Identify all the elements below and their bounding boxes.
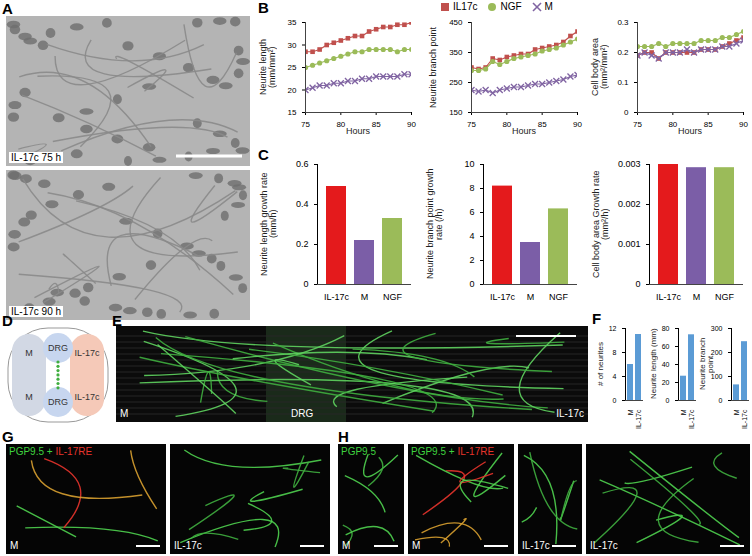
svg-text:15: 15 [288, 108, 297, 117]
svg-text:M: M [361, 292, 369, 302]
svg-text:85: 85 [538, 120, 547, 129]
svg-text:450: 450 [449, 18, 463, 27]
svg-text:IL-17c: IL-17c [635, 409, 642, 429]
svg-text:4: 4 [469, 231, 474, 241]
svg-text:200: 200 [711, 349, 723, 356]
svg-text:M: M [527, 292, 535, 302]
svg-text:300: 300 [711, 325, 723, 332]
svg-text:6: 6 [469, 207, 474, 217]
svg-text:0.6: 0.6 [296, 159, 309, 169]
svg-text:0: 0 [469, 279, 474, 289]
svg-text:0: 0 [613, 397, 617, 404]
svg-text:150: 150 [449, 108, 463, 117]
svg-text:80: 80 [662, 325, 670, 332]
svg-text:80: 80 [502, 120, 511, 129]
svg-text:80: 80 [668, 120, 677, 129]
svg-text:90: 90 [573, 120, 582, 129]
svg-text:IL-17c: IL-17c [688, 409, 695, 429]
svg-text:100: 100 [711, 373, 723, 380]
svg-text:0.3: 0.3 [617, 18, 629, 27]
svg-text:NGF: NGF [383, 292, 403, 302]
svg-text:20: 20 [662, 379, 670, 386]
svg-text:30: 30 [288, 41, 297, 50]
svg-text:0: 0 [666, 397, 670, 404]
svg-text:90: 90 [407, 120, 416, 129]
svg-text:NGF: NGF [549, 292, 569, 302]
svg-text:M: M [680, 409, 687, 415]
svg-text:IL-17c: IL-17c [74, 348, 100, 358]
svg-text:85: 85 [704, 120, 713, 129]
svg-text:0.002: 0.002 [618, 199, 641, 209]
svg-text:8: 8 [469, 183, 474, 193]
svg-text:M: M [25, 392, 33, 402]
svg-text:2: 2 [469, 255, 474, 265]
svg-text:DRG: DRG [48, 343, 68, 353]
svg-text:12: 12 [609, 325, 617, 332]
svg-text:350: 350 [449, 48, 463, 57]
svg-text:M: M [733, 409, 740, 415]
svg-text:0.001: 0.001 [618, 239, 641, 249]
svg-text:0.2: 0.2 [296, 239, 309, 249]
svg-text:250: 250 [449, 78, 463, 87]
svg-text:NGF: NGF [715, 292, 735, 302]
svg-text:IL-17c: IL-17c [490, 292, 516, 302]
svg-text:0.4: 0.4 [296, 199, 309, 209]
svg-text:0: 0 [719, 397, 723, 404]
svg-text:0.1: 0.1 [617, 78, 629, 87]
svg-text:10: 10 [464, 159, 474, 169]
svg-text:25: 25 [288, 63, 297, 72]
svg-text:75: 75 [301, 120, 310, 129]
svg-text:75: 75 [467, 120, 476, 129]
svg-text:80: 80 [336, 120, 345, 129]
svg-text:IL-17c: IL-17c [74, 392, 100, 402]
svg-text:75: 75 [633, 120, 642, 129]
svg-text:0: 0 [303, 279, 308, 289]
svg-text:M: M [627, 409, 634, 415]
svg-text:IL-17c: IL-17c [741, 409, 748, 429]
svg-text:0.2: 0.2 [617, 48, 629, 57]
svg-text:20: 20 [288, 86, 297, 95]
svg-text:IL-17c: IL-17c [324, 292, 350, 302]
svg-text:40: 40 [662, 361, 670, 368]
svg-text:35: 35 [288, 18, 297, 27]
svg-text:60: 60 [662, 343, 670, 350]
svg-text:0.003: 0.003 [618, 159, 641, 169]
svg-text:DRG: DRG [48, 397, 68, 407]
svg-text:8: 8 [613, 349, 617, 356]
svg-text:IL-17c: IL-17c [656, 292, 682, 302]
svg-text:M: M [693, 292, 701, 302]
svg-text:0: 0 [635, 279, 640, 289]
svg-text:M: M [25, 348, 33, 358]
svg-text:0: 0 [624, 108, 629, 117]
svg-text:85: 85 [372, 120, 381, 129]
svg-text:4: 4 [613, 373, 617, 380]
svg-text:90: 90 [739, 120, 748, 129]
